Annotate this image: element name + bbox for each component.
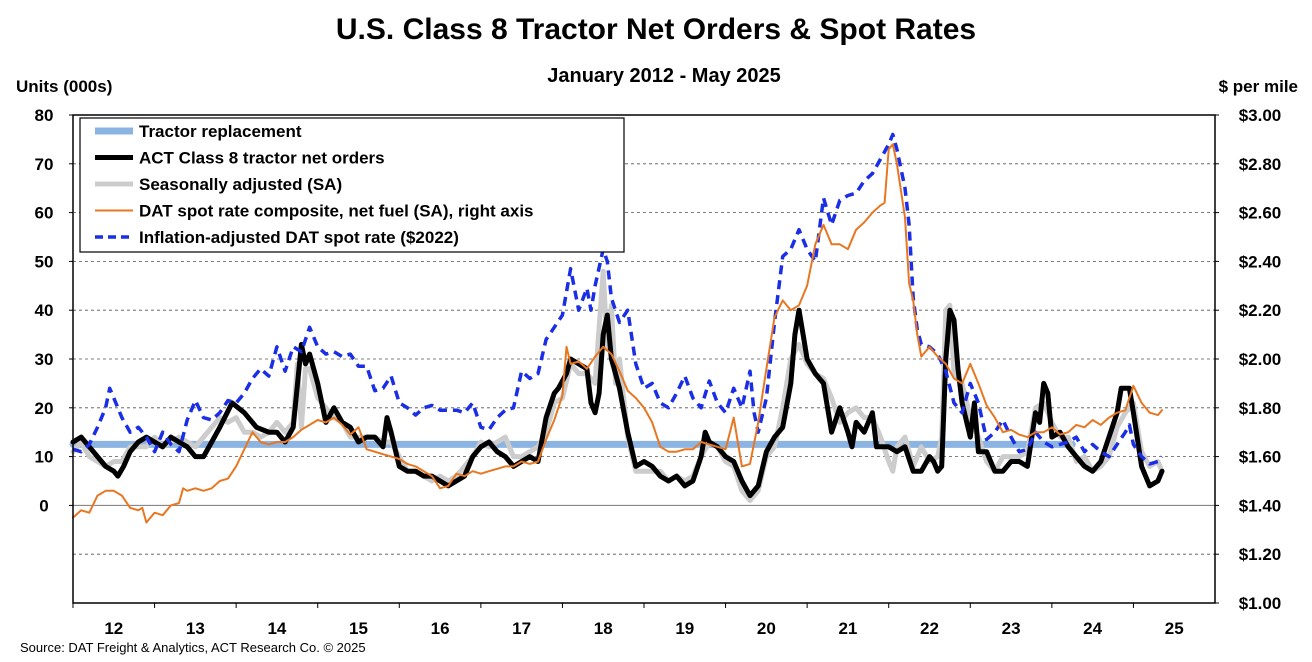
- x-tick-label: 24: [1083, 619, 1102, 638]
- right-tick-label: $3.00: [1239, 106, 1282, 125]
- right-tick-label: $1.40: [1239, 496, 1282, 515]
- left-tick-label: 50: [35, 252, 54, 271]
- source-note: Source: DAT Freight & Analytics, ACT Res…: [20, 640, 366, 655]
- left-tick-label: 60: [35, 204, 54, 223]
- right-tick-label: $1.00: [1239, 594, 1282, 613]
- series-lines: [69, 132, 1165, 524]
- right-tick-label: $2.80: [1239, 155, 1282, 174]
- right-tick-label: $2.60: [1239, 204, 1282, 223]
- plot-frame: [72, 114, 1216, 604]
- left-tick-label: 80: [35, 106, 54, 125]
- legend-label-sa: Seasonally adjusted (SA): [139, 175, 342, 194]
- series-line-net_orders: [70, 307, 1165, 499]
- legend-label-replacement: Tractor replacement: [139, 122, 302, 141]
- x-tick-label: 15: [349, 619, 368, 638]
- chart-subtitle: January 2012 - May 2025: [547, 65, 781, 87]
- x-tick-label: 19: [675, 619, 694, 638]
- x-tick-label: 22: [920, 619, 939, 638]
- legend-label-spot: DAT spot rate composite, net fuel (SA), …: [139, 202, 534, 221]
- x-tick-label: 18: [594, 619, 613, 638]
- right-tick-label: $2.40: [1239, 252, 1282, 271]
- legend: Tractor replacement ACT Class 8 tractor n…: [79, 117, 625, 253]
- series-line-inflation: [72, 132, 1164, 466]
- right-tick-label: $1.80: [1239, 399, 1282, 418]
- left-tick-label: 20: [35, 399, 54, 418]
- series-line-spot: [72, 143, 1163, 524]
- left-tick-label: 70: [35, 155, 54, 174]
- right-axis-label: $ per mile: [1219, 77, 1298, 96]
- x-tick-label: 14: [267, 619, 286, 638]
- left-tick-label: 10: [35, 448, 54, 467]
- x-tick-label: 20: [757, 619, 776, 638]
- x-tick-label: 23: [1002, 619, 1021, 638]
- right-tick-label: $2.00: [1239, 350, 1282, 369]
- x-axis-ticks: 12 13 14 15 16 17 18 19 20 21 22 23 24 25: [72, 603, 1184, 638]
- legend-box: [79, 117, 625, 253]
- legend-label-net_orders: ACT Class 8 tractor net orders: [139, 149, 385, 168]
- right-tick-label: $1.20: [1239, 545, 1282, 564]
- right-axis-ticks: $1.00 $1.20 $1.40 $1.60 $1.80 $2.00 $2.20 $2.40…: [1215, 106, 1281, 613]
- x-tick-label: 21: [838, 619, 857, 638]
- x-tick-label: 17: [512, 619, 531, 638]
- legend-label-inflation: Inflation-adjusted DAT spot rate ($2022): [139, 228, 459, 247]
- left-tick-label: 0: [39, 496, 48, 515]
- x-tick-label: 12: [104, 619, 123, 638]
- series-line-sa: [70, 268, 1165, 503]
- left-tick-label: 30: [35, 350, 54, 369]
- x-tick-label: 16: [431, 619, 450, 638]
- left-axis-label: Units (000s): [16, 77, 112, 96]
- left-axis-ticks: 0 10 20 30 40 50 60 70 80: [35, 106, 73, 515]
- left-tick-label: 40: [35, 301, 54, 320]
- x-tick-label: 13: [186, 619, 205, 638]
- chart-title: U.S. Class 8 Tractor Net Orders & Spot R…: [336, 13, 976, 46]
- right-tick-label: $1.60: [1239, 448, 1282, 467]
- x-tick-label: 25: [1165, 619, 1184, 638]
- right-tick-label: $2.20: [1239, 301, 1282, 320]
